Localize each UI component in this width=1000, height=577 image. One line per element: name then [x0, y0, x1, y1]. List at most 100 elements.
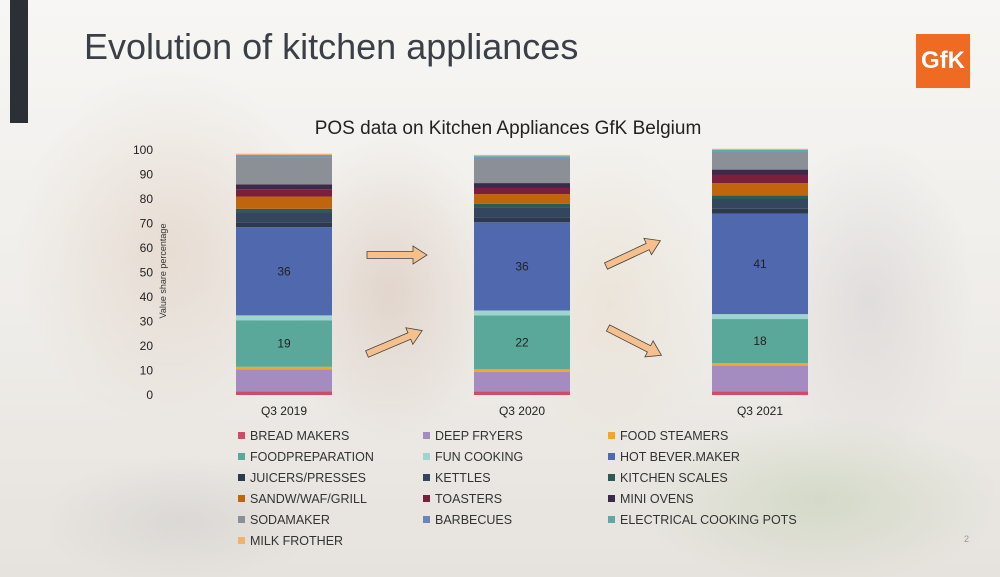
bar-segment [474, 158, 570, 184]
legend-label: KETTLES [435, 470, 491, 485]
x-tick-label: Q3 2019 [261, 404, 307, 418]
y-axis-label: Value share percentage [158, 224, 168, 319]
legend-swatch [423, 474, 430, 481]
legend-swatch [423, 495, 430, 502]
legend-label: HOT BEVER.MAKER [620, 449, 740, 464]
accent-bar [10, 0, 28, 123]
data-label: 22 [515, 335, 529, 349]
y-tick-label: 10 [140, 364, 154, 378]
legend-item: FOODPREPARATION [238, 448, 423, 465]
y-tick-label: 30 [140, 315, 154, 329]
arrow-up-right-icon [365, 327, 423, 358]
bar-segment [236, 212, 332, 223]
data-label: 36 [515, 259, 529, 273]
legend-label: JUICERS/PRESSES [250, 470, 367, 485]
page-number: 2 [964, 534, 970, 544]
data-label: 18 [753, 334, 767, 348]
bar-segment [712, 150, 808, 152]
legend-swatch [608, 453, 615, 460]
bar-segment [712, 391, 808, 395]
bar-segment [712, 208, 808, 214]
legend-label: MINI OVENS [620, 491, 694, 506]
legend-swatch [238, 495, 245, 502]
bar-segment [474, 203, 570, 208]
bar-segment [712, 363, 808, 366]
legend-item: SANDW/WAF/GRILL [238, 490, 423, 507]
legend-item: BARBECUES [423, 511, 608, 528]
bar-segment [474, 154, 570, 157]
bar-segment [474, 183, 570, 188]
legend-label: FUN COOKING [435, 449, 524, 464]
legend-swatch [608, 495, 615, 502]
legend-label: FOOD STEAMERS [620, 428, 729, 443]
bar-stack: 22 36 [474, 154, 570, 395]
bar-segment [474, 371, 570, 392]
legend-label: DEEP FRYERS [435, 428, 523, 443]
y-tick-label: 40 [140, 290, 154, 304]
legend-item: KITCHEN SCALES [608, 469, 793, 486]
bar-segment [474, 194, 570, 204]
bar-segment [474, 310, 570, 316]
legend-swatch [238, 537, 245, 544]
legend-label: MILK FROTHER [250, 533, 344, 548]
legend-swatch [608, 474, 615, 481]
bar-segment [236, 154, 332, 157]
arrows-group [365, 237, 663, 358]
bar-segment [236, 208, 332, 213]
legend-swatch [423, 516, 430, 523]
legend-item: FUN COOKING [423, 448, 608, 465]
bar-segment [236, 315, 332, 321]
legend-label: BARBECUES [435, 512, 513, 527]
x-tick-label: Q3 2020 [499, 404, 545, 418]
legend-label: FOODPREPARATION [250, 449, 374, 464]
bar-segment [712, 213, 808, 315]
bar-segment [712, 195, 808, 199]
chart-title: POS data on Kitchen Appliances GfK Belgi… [315, 118, 702, 139]
bar-segment [474, 391, 570, 395]
bar-segment [712, 148, 808, 150]
bar-segment [474, 222, 570, 311]
legend-swatch [423, 453, 430, 460]
chart-legend: BREAD MAKERS DEEP FRYERS FOOD STEAMERS FOOD… [238, 427, 798, 549]
bar-segment [712, 199, 808, 209]
data-label: 19 [277, 337, 291, 351]
bar-segment [236, 391, 332, 395]
arrow-right-icon [366, 245, 428, 265]
legend-item: DEEP FRYERS [423, 427, 608, 444]
bar-segment [236, 153, 332, 155]
bar-segment [236, 366, 332, 370]
legend-swatch [608, 432, 615, 439]
bar-segment [474, 207, 570, 218]
bar-segment [236, 320, 332, 367]
legend-item: BREAD MAKERS [238, 427, 423, 444]
legend-item: TOASTERS [423, 490, 608, 507]
bar-segment [236, 184, 332, 190]
bar-segment [712, 169, 808, 175]
y-tick-label: 80 [140, 192, 154, 206]
y-tick-label: 100 [133, 143, 153, 157]
x-axis-ticks: Q3 2019 Q3 2020 Q3 2021 [261, 404, 783, 418]
y-tick-label: 70 [140, 217, 154, 231]
y-tick-label: 90 [140, 168, 154, 182]
bar-segment [474, 315, 570, 370]
legend-swatch [238, 474, 245, 481]
legend-swatch [238, 453, 245, 460]
bar-segment [474, 156, 570, 158]
bar-segment [236, 196, 332, 209]
legend-label: ELECTRICAL COOKING POTS [620, 512, 797, 527]
y-tick-label: 60 [140, 241, 154, 255]
x-tick-label: Q3 2021 [737, 404, 783, 418]
y-tick-label: 0 [146, 388, 153, 402]
bar-segment [712, 151, 808, 153]
legend-swatch [423, 432, 430, 439]
bar-segment [712, 183, 808, 196]
slide-title: Evolution of kitchen appliances [84, 26, 579, 67]
y-tick-label: 20 [140, 339, 154, 353]
legend-label: SODAMAKER [250, 512, 330, 527]
y-axis-ticks: 0 10 20 30 40 50 60 70 80 90 100 [133, 143, 153, 402]
bar-segment [236, 156, 332, 158]
